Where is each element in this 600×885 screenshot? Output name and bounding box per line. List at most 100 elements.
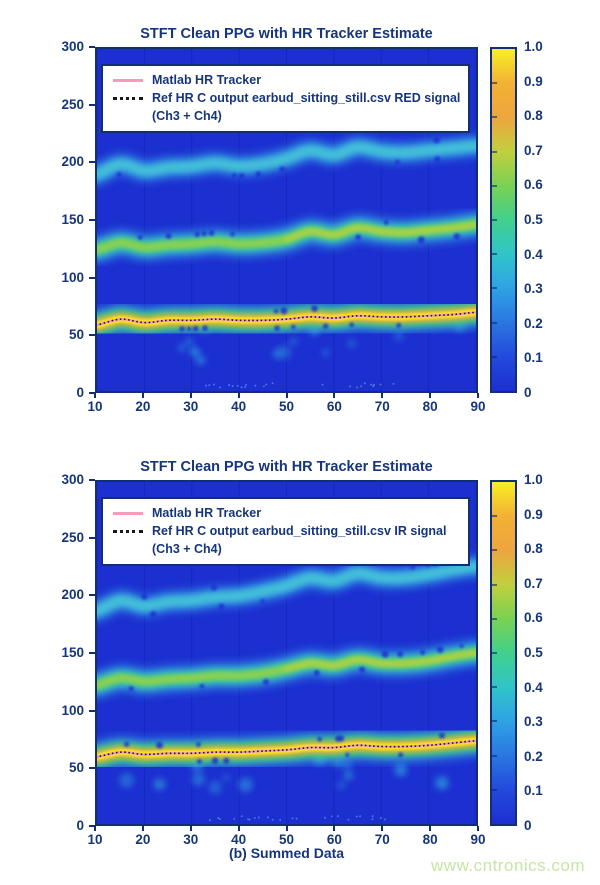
colorbar-tick-mark: [492, 788, 497, 791]
x-tick-label: 10: [87, 399, 103, 414]
colorbar-tick-label: 0.6: [524, 610, 543, 626]
colorbar-tick-label: 0: [524, 385, 532, 400]
colorbar-tick-label: 0.9: [524, 73, 543, 89]
colorbar-tick-mark: [492, 355, 497, 358]
x-tick-label: 50: [278, 399, 295, 414]
chart-title: STFT Clean PPG with HR Tracker Estimate: [140, 26, 433, 42]
colorbar-tick-label: 0.9: [524, 506, 543, 522]
colorbar-tick-mark: [492, 184, 497, 187]
x-tick-mark: [237, 826, 240, 831]
figure-top: STFT Clean PPG with HR Tracker Estimate …: [0, 0, 600, 433]
x-tick-mark: [381, 393, 384, 398]
y-tick-label: 300: [61, 39, 84, 54]
x-tick-mark: [94, 393, 96, 398]
colorbar-tick-label: 0.3: [524, 714, 543, 730]
colorbar-tick-mark: [492, 82, 497, 85]
chart-title: STFT Clean PPG with HR Tracker Estimate: [140, 459, 433, 475]
watermark: www.cntronics.com: [431, 856, 585, 875]
legend-row: Ref HR C output earbud_sitting_still.csv…: [113, 522, 460, 540]
colorbar-tick-label: 0.2: [524, 748, 543, 764]
spectrogram-canvas: [97, 482, 476, 824]
colorbar-tick-label: 0: [524, 818, 532, 833]
colorbar-tick-mark: [492, 253, 497, 256]
colorbar-tick-label: 0.5: [524, 645, 543, 660]
x-tick-mark: [141, 826, 144, 831]
x-tick-mark: [477, 393, 479, 398]
colorbar-tick-label: 0.3: [524, 281, 543, 297]
legend-label-tracker: Matlab HR Tracker: [152, 73, 262, 87]
colorbar-tick-mark: [492, 549, 497, 552]
colorbar-tick-mark: [492, 150, 497, 153]
colorbar-tick-mark: [492, 287, 497, 290]
x-tick-mark: [285, 826, 288, 831]
x-tick-mark: [381, 826, 384, 831]
colorbar-tick-label: 1.0: [524, 39, 543, 54]
legend-label-tracker: Matlab HR Tracker: [152, 506, 262, 520]
legend-box: Matlab HR Tracker Ref HR C output earbud…: [101, 497, 470, 566]
y-tick-label: 100: [61, 702, 84, 718]
legend-row: Matlab HR Tracker: [113, 71, 460, 89]
x-tick-mark: [237, 393, 240, 398]
x-tick-label: 70: [374, 399, 390, 414]
x-tick-mark: [429, 826, 432, 831]
legend-label-ref: Ref HR C output earbud_sitting_still.csv…: [152, 524, 447, 538]
y-tick-label: 250: [61, 529, 84, 545]
x-tick-label: 80: [422, 399, 438, 414]
colorbar-tick-mark: [492, 720, 497, 723]
colorbar: [490, 480, 517, 826]
legend-row: (Ch3 + Ch4): [113, 107, 460, 125]
y-tick-label: 150: [61, 645, 84, 660]
legend-row: Matlab HR Tracker: [113, 504, 460, 522]
figure-bottom: STFT Clean PPG with HR Tracker Estimate …: [0, 433, 600, 866]
colorbar: [490, 47, 517, 393]
legend-label-channels: (Ch3 + Ch4): [152, 109, 222, 123]
y-tick-label: 250: [61, 96, 84, 112]
colorbar-tick-label: 0.4: [524, 246, 543, 262]
legend-label-ref: Ref HR C output earbud_sitting_still.csv…: [152, 91, 461, 105]
x-tick-label: 60: [326, 399, 342, 414]
colorbar-tick-mark: [492, 583, 497, 586]
colorbar-tick-label: 0.2: [524, 315, 543, 331]
y-tick-label: 0: [76, 818, 84, 833]
x-tick-label: 90: [470, 399, 486, 414]
x-tick-mark: [189, 393, 192, 398]
dotted-line-sample-icon: [113, 529, 143, 533]
y-tick-label: 200: [61, 154, 84, 170]
x-tick-label: 20: [135, 399, 151, 414]
colorbar-tick-mark: [492, 116, 497, 119]
y-tick-label: 200: [61, 587, 84, 603]
y-tick-label: 50: [68, 327, 84, 343]
dotted-line-sample-icon: [113, 96, 143, 100]
colorbar-tick-mark: [492, 652, 497, 654]
colorbar-tick-mark: [492, 321, 497, 324]
colorbar-tick-label: 0.7: [524, 575, 543, 591]
colorbar-tick-label: 0.4: [524, 679, 543, 695]
x-tick-mark: [285, 393, 288, 398]
x-tick-mark: [189, 826, 192, 831]
x-tick-mark: [333, 393, 336, 398]
colorbar-tick-label: 0.7: [524, 142, 543, 158]
plot-area: Matlab HR Tracker Ref HR C output earbud…: [95, 47, 478, 393]
pink-line-sample-icon: [113, 78, 143, 82]
legend-row: Ref HR C output earbud_sitting_still.csv…: [113, 89, 460, 107]
x-tick-label: 40: [231, 399, 247, 414]
x-tick-label: 30: [183, 399, 199, 414]
y-tick-label: 0: [76, 385, 84, 400]
y-tick-label: 50: [68, 760, 84, 776]
colorbar-tick-label: 0.6: [524, 177, 543, 193]
colorbar-tick-label: 0.8: [524, 108, 543, 124]
x-tick-mark: [477, 826, 479, 831]
colorbar-tick-mark: [492, 219, 497, 221]
colorbar-tick-mark: [492, 754, 497, 757]
figure-caption: (b) Summed Data: [228, 845, 345, 861]
x-tick-mark: [429, 393, 432, 398]
colorbar-tick-label: 0.1: [524, 783, 543, 799]
colorbar-tick-label: 1.0: [524, 472, 543, 487]
legend-row: (Ch3 + Ch4): [113, 540, 460, 558]
y-tick-label: 150: [61, 212, 84, 227]
colorbar-tick-mark: [492, 686, 497, 689]
legend-label-channels: (Ch3 + Ch4): [152, 542, 222, 556]
x-tick-mark: [141, 393, 144, 398]
legend-box: Matlab HR Tracker Ref HR C output earbud…: [101, 64, 470, 133]
x-tick-mark: [94, 826, 96, 831]
